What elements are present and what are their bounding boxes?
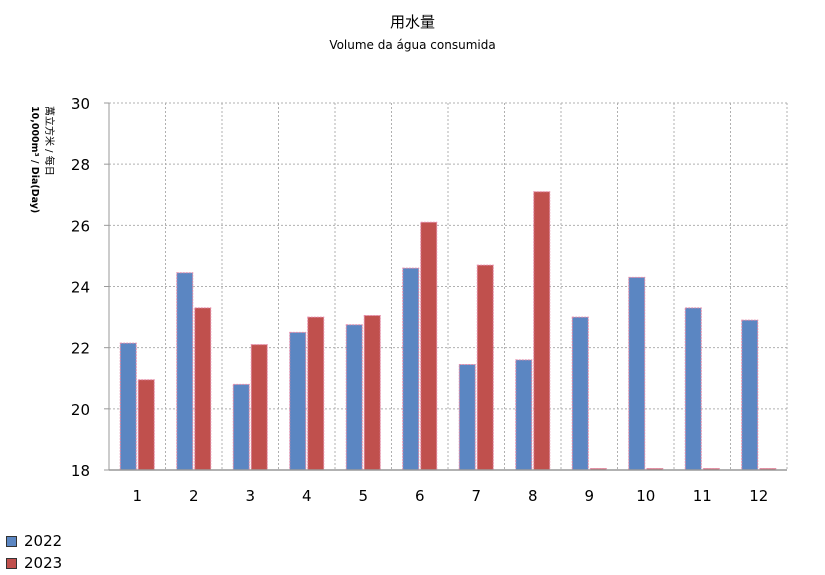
legend-swatch-2023 xyxy=(6,557,17,569)
legend-item-2022: 2022 xyxy=(6,530,62,552)
bar-2022-12 xyxy=(741,319,759,471)
bar-2023-7 xyxy=(476,264,494,471)
bar-2023-6 xyxy=(420,221,438,471)
bar-2022-10 xyxy=(628,276,646,471)
bar-2023-5 xyxy=(363,315,381,471)
bar-2022-7 xyxy=(458,363,476,471)
x-tick-label: 3 xyxy=(245,487,255,505)
bar-2022-3 xyxy=(232,383,250,471)
x-tick-label: 10 xyxy=(636,487,655,505)
legend-label-2022: 2022 xyxy=(24,532,63,550)
x-tick-label: 5 xyxy=(358,487,368,505)
bar-2022-5 xyxy=(345,324,363,471)
bar-2022-6 xyxy=(402,267,420,471)
bar-2022-8 xyxy=(515,359,533,471)
bar-2022-9 xyxy=(571,316,589,471)
y-tick-label: 24 xyxy=(71,279,90,297)
bar-2022-4 xyxy=(289,331,307,471)
legend-swatch-2022 xyxy=(6,535,17,547)
legend: 2022 2023 xyxy=(6,530,62,574)
y-tick-label: 22 xyxy=(71,340,90,358)
x-tick-label: 11 xyxy=(693,487,712,505)
legend-item-2023: 2023 xyxy=(6,552,62,574)
bar-2023-2 xyxy=(194,307,212,471)
y-tick-label: 30 xyxy=(71,95,90,113)
y-tick-label: 20 xyxy=(71,401,90,419)
x-tick-label: 9 xyxy=(584,487,594,505)
x-tick-label: 7 xyxy=(471,487,481,505)
bar-2022-2 xyxy=(176,272,194,471)
chart-subtitle: Volume da água consumida xyxy=(329,38,496,52)
chart-title: 用水量 xyxy=(389,13,435,31)
x-tick-label: 8 xyxy=(528,487,538,505)
x-tick-label: 2 xyxy=(189,487,199,505)
bar-2023-3 xyxy=(250,344,268,471)
x-tick-label: 4 xyxy=(302,487,312,505)
bar-2023-8 xyxy=(533,191,551,471)
y-tick-label: 18 xyxy=(71,462,90,480)
y-tick-label: 28 xyxy=(71,156,90,174)
legend-label-2023: 2023 xyxy=(24,554,63,572)
x-tick-label: 12 xyxy=(749,487,768,505)
x-tick-label: 1 xyxy=(132,487,142,505)
bar-2023-1 xyxy=(137,379,155,471)
x-tick-label: 6 xyxy=(415,487,425,505)
bar-2023-4 xyxy=(307,316,325,471)
bar-2022-11 xyxy=(684,307,702,471)
y-tick-label: 26 xyxy=(71,217,90,235)
bar-2022-1 xyxy=(119,342,137,471)
